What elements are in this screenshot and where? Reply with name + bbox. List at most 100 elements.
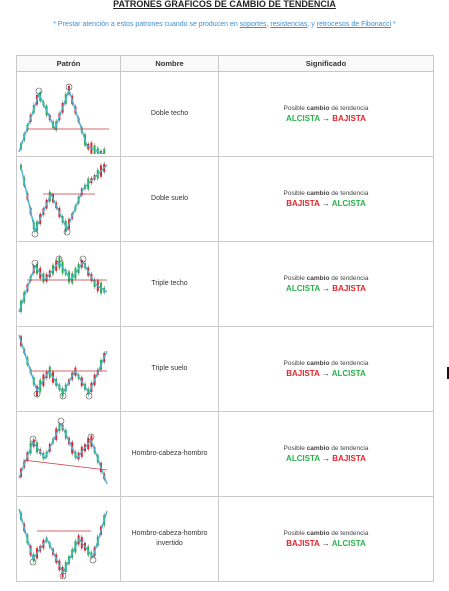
meaning-line: Posible cambio de tendencia	[219, 444, 433, 454]
pattern-meaning: Posible cambio de tendencia BAJISTA → ALC…	[218, 326, 434, 412]
extreme-marker	[29, 558, 37, 566]
pattern-trendline	[18, 422, 108, 485]
trend-to: BAJISTA	[332, 454, 366, 463]
extreme-marker	[31, 230, 39, 238]
table-row: Hombro-cabeza-hombro invertido Posible ca…	[16, 496, 434, 582]
trend-from: BAJISTA	[286, 539, 320, 548]
meaning-line: Posible cambio de tendencia	[219, 359, 433, 369]
price-level-line	[22, 459, 108, 471]
meaning-rest: de tendencia	[331, 445, 369, 452]
pattern-name: Triple suelo	[120, 326, 219, 412]
note-prefix: * Prestar atención a estos patrones cuan…	[53, 21, 240, 28]
trend-change: BAJISTA → ALCISTA	[219, 199, 433, 209]
pattern-meaning: Posible cambio de tendencia ALCISTA → BAJ…	[218, 241, 434, 327]
trend-to: ALCISTA	[331, 539, 366, 548]
trend-to: ALCISTA	[331, 369, 366, 378]
pattern-name: Doble suelo	[120, 156, 219, 242]
meaning-verb: cambio	[306, 105, 330, 112]
pattern-trendline	[18, 87, 105, 154]
meaning-prefix: Posible	[283, 105, 305, 112]
note-link-resistencias[interactable]: resistencias	[270, 21, 308, 28]
meaning-verb: cambio	[306, 190, 330, 197]
table-row: Doble suelo Posible cambio de tendencia BA…	[16, 156, 434, 242]
meaning-rest: de tendencia	[331, 275, 369, 282]
arrow-right-icon: →	[321, 369, 330, 378]
candle-body	[103, 148, 106, 154]
text-cursor-icon	[447, 367, 449, 379]
extreme-marker	[55, 255, 63, 263]
table-row: Triple suelo Posible cambio de tendencia B…	[16, 326, 434, 412]
pattern-name: Hombro-cabeza-hombro invertido	[120, 496, 219, 582]
extreme-marker	[65, 83, 73, 91]
extreme-marker	[35, 87, 43, 95]
attention-note: * Prestar atención a estos patrones cuan…	[20, 19, 429, 30]
extreme-marker	[79, 255, 87, 263]
table-row: Triple techo Posible cambio de tendencia A…	[16, 241, 434, 327]
inverse-head-and-shoulders-chart-icon	[18, 508, 108, 579]
arrow-right-icon: →	[322, 454, 331, 463]
note-sep-1: ,	[266, 21, 271, 28]
meaning-verb: cambio	[306, 530, 330, 537]
extreme-marker	[29, 435, 37, 443]
extreme-marker	[89, 556, 97, 564]
trend-from: BAJISTA	[286, 199, 320, 208]
page-title: PATRONES GRÁFICOS DE CAMBIO DE TENDENCIA	[113, 0, 336, 9]
trend-from: ALCISTA	[286, 454, 320, 463]
extreme-marker	[63, 228, 71, 236]
extreme-marker	[85, 392, 93, 400]
triple-bottom-chart-icon	[18, 334, 108, 400]
meaning-line: Posible cambio de tendencia	[219, 274, 433, 284]
meaning-rest: de tendencia	[331, 530, 369, 537]
trend-from: ALCISTA	[286, 114, 320, 123]
extreme-marker	[87, 433, 95, 441]
note-link-fibonacci[interactable]: retrocesos de Fibonacci	[316, 21, 392, 28]
pattern-trendline	[20, 164, 108, 234]
pattern-chart-cell	[16, 71, 121, 157]
header-name: Nombre	[120, 55, 219, 72]
pattern-meaning: Posible cambio de tendencia BAJISTA → ALC…	[218, 496, 434, 582]
meaning-prefix: Posible	[283, 360, 305, 367]
meaning-line: Posible cambio de tendencia	[219, 529, 433, 539]
meaning-prefix: Posible	[283, 275, 305, 282]
trend-change: BAJISTA → ALCISTA	[219, 539, 433, 549]
meaning-verb: cambio	[306, 275, 330, 282]
arrow-right-icon: →	[321, 199, 330, 208]
pattern-chart-cell	[16, 156, 121, 242]
header-pattern: Patrón	[16, 55, 121, 72]
pattern-meaning: Posible cambio de tendencia ALCISTA → BAJ…	[218, 411, 434, 497]
meaning-verb: cambio	[306, 360, 330, 367]
trend-from: BAJISTA	[286, 369, 320, 378]
meaning-prefix: Posible	[283, 445, 305, 452]
extreme-marker	[57, 417, 65, 425]
extreme-marker	[33, 390, 41, 398]
trend-change: ALCISTA → BAJISTA	[219, 284, 433, 294]
double-top-chart-icon	[18, 83, 109, 154]
pattern-trendline	[18, 508, 108, 575]
meaning-verb: cambio	[306, 445, 330, 452]
trend-change: ALCISTA → BAJISTA	[219, 454, 433, 464]
extreme-marker	[59, 392, 67, 400]
trend-change: BAJISTA → ALCISTA	[219, 369, 433, 379]
table-header-row: Patrón Nombre Significado	[16, 55, 434, 72]
pattern-chart-cell	[16, 411, 121, 497]
candle-body	[20, 164, 22, 170]
pattern-chart-cell	[16, 241, 121, 327]
header-meaning: Significado	[218, 55, 434, 72]
double-bottom-chart-icon	[20, 161, 108, 238]
pattern-chart-cell	[16, 496, 121, 582]
meaning-rest: de tendencia	[331, 360, 369, 367]
patterns-table: Patrón Nombre Significado Doble techo Pos…	[16, 55, 434, 582]
arrow-right-icon: →	[322, 114, 331, 123]
arrow-right-icon: →	[321, 539, 330, 548]
extreme-marker	[59, 572, 67, 579]
meaning-prefix: Posible	[283, 530, 305, 537]
triple-top-chart-icon	[18, 255, 108, 314]
pattern-meaning: Posible cambio de tendencia ALCISTA → BAJ…	[218, 71, 434, 157]
note-sep-2: , y	[307, 21, 317, 28]
meaning-line: Posible cambio de tendencia	[219, 189, 433, 199]
head-and-shoulders-chart-icon	[18, 417, 108, 485]
meaning-line: Posible cambio de tendencia	[219, 104, 433, 114]
arrow-right-icon: →	[322, 284, 331, 293]
note-link-soportes[interactable]: soportes	[239, 21, 267, 28]
pattern-name: Doble techo	[120, 71, 219, 157]
